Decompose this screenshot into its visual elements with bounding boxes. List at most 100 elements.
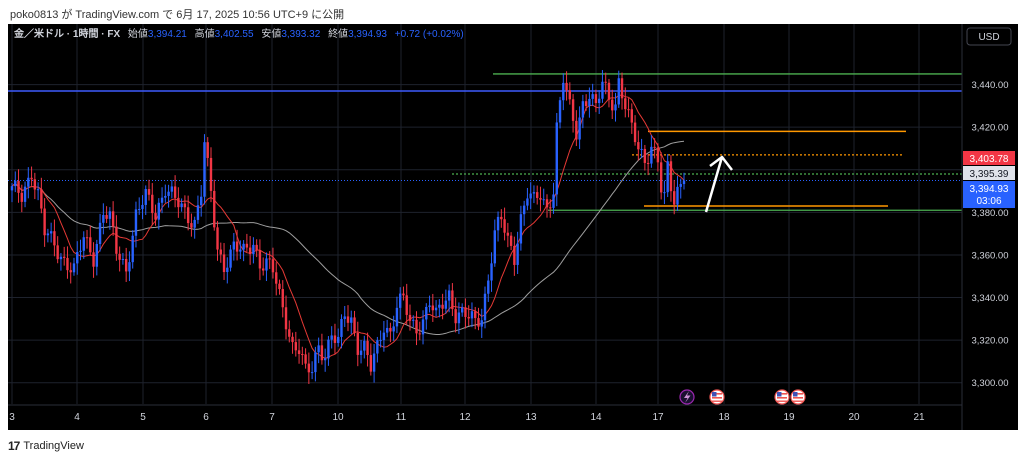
candle [23, 181, 27, 208]
candle [646, 153, 650, 176]
candle [575, 110, 578, 147]
horizontal-levels [8, 73, 962, 211]
candle [294, 331, 298, 357]
candle [131, 230, 134, 269]
candle [304, 348, 307, 369]
candle [389, 322, 392, 343]
us-flag-icon[interactable] [774, 389, 790, 405]
candle [408, 304, 412, 331]
time-axis-labels: 3 4 5 6 7 10 11 12 13 14 17 18 19 20 21 [9, 412, 925, 423]
candle [477, 307, 480, 331]
candle [594, 89, 598, 113]
candle [493, 219, 496, 267]
candle [483, 286, 487, 329]
price-tag-gray-text: 3,395.39 [970, 169, 1009, 180]
ma-fast-path [11, 94, 685, 359]
usd-button[interactable] [966, 27, 1012, 46]
candle [444, 289, 448, 314]
price-tick-label: 3,340.00 [972, 293, 1009, 304]
candle [464, 298, 467, 329]
candle [323, 348, 327, 372]
candle [79, 239, 82, 261]
candle [584, 94, 588, 111]
candle [258, 239, 262, 281]
candle [330, 326, 333, 349]
candle [503, 207, 506, 241]
candle [366, 332, 369, 367]
candle [333, 323, 337, 355]
event-markers [679, 389, 806, 405]
us-flag-icon[interactable] [790, 389, 806, 405]
candle [252, 237, 255, 264]
candle [14, 171, 17, 193]
price-tick-label: 3,420.00 [972, 123, 1009, 134]
candle [359, 340, 363, 364]
price-tag-current-text: 3,394.93 [970, 184, 1009, 195]
candle [542, 188, 545, 206]
candle [173, 175, 177, 208]
candle [643, 144, 647, 171]
candle [467, 305, 470, 326]
lightning-icon[interactable] [679, 389, 695, 405]
price-tick-label: 3,380.00 [972, 208, 1009, 219]
candle [320, 333, 324, 365]
candle [412, 315, 415, 327]
candle [27, 167, 30, 199]
candle [425, 303, 428, 330]
candle [539, 186, 542, 212]
candle [82, 231, 85, 259]
price-tick-label: 3,300.00 [972, 378, 1009, 389]
candle [275, 262, 278, 296]
candle [343, 305, 346, 327]
candle [72, 257, 76, 276]
candle [591, 83, 594, 107]
candle [428, 295, 431, 313]
candle [480, 308, 483, 338]
candle [121, 252, 125, 265]
candle [141, 195, 144, 220]
time-tick-label: 20 [848, 412, 860, 423]
candle [633, 115, 637, 146]
candle [160, 187, 164, 214]
candle [640, 138, 643, 159]
candle [474, 306, 477, 330]
candle [222, 243, 226, 280]
legend-open: 3,394.21 [148, 29, 187, 40]
candle [558, 96, 562, 129]
legend-high-label: 高値 [195, 27, 215, 40]
price-chart[interactable]: 3,300.00 3,320.00 3,340.00 3,360.00 3,380.00… [8, 24, 1018, 430]
candle [53, 219, 56, 257]
legend-low-label: 安値 [261, 27, 281, 40]
candle [460, 303, 464, 317]
candle [271, 247, 275, 279]
time-tick-label: 3 [9, 412, 15, 423]
footer-bar: 17 TradingView [0, 430, 1024, 457]
candle [301, 346, 304, 365]
time-tick-label: 17 [652, 412, 664, 423]
candle [418, 321, 421, 341]
tradingview-logo[interactable]: 17 TradingView [8, 439, 84, 453]
candle [431, 293, 435, 322]
us-flag-icon[interactable] [709, 389, 725, 405]
candle [36, 182, 40, 201]
candle [76, 241, 79, 275]
candle [327, 336, 330, 366]
candle [382, 320, 386, 352]
candle [85, 229, 89, 249]
candle [398, 287, 402, 320]
candle [578, 106, 581, 150]
candle [157, 198, 160, 230]
candle [281, 280, 284, 318]
candle [203, 134, 206, 205]
price-tag-gray: 3,395.39 [963, 166, 1015, 180]
candle [177, 187, 180, 218]
candle [242, 240, 245, 262]
chart-panel[interactable]: 3,300.00 3,320.00 3,340.00 3,360.00 3,380.00… [8, 24, 1018, 430]
candle [248, 235, 252, 265]
price-tag-current: 3,394.93 03:06 [963, 181, 1015, 208]
candle [392, 315, 395, 341]
candle [261, 257, 265, 276]
candle [536, 185, 539, 205]
candle [46, 228, 50, 243]
candle [516, 231, 519, 275]
